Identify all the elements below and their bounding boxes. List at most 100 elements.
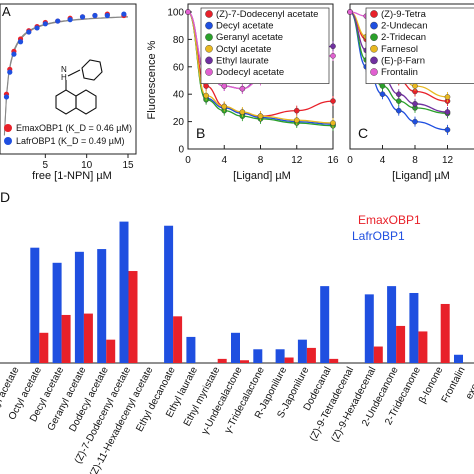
- legend-marker: [370, 21, 378, 30]
- legend-marker: [205, 10, 213, 18]
- legend-box: [200, 7, 330, 84]
- series-point: [379, 83, 386, 89]
- series-point: [221, 83, 228, 89]
- legend-label: Decyl acetate: [216, 21, 274, 32]
- series-point: [239, 85, 246, 92]
- series-point: [412, 118, 418, 125]
- series-point: [257, 113, 264, 119]
- x-tick-label: 8: [412, 155, 418, 166]
- panel-a-point: [79, 14, 86, 20]
- x-tick-label: 16: [327, 155, 339, 166]
- legend-label: Geranyl acetate: [216, 32, 283, 43]
- y-tick-label: 80: [173, 35, 185, 46]
- legend-marker: [205, 45, 213, 53]
- panel-letter-a: A: [2, 4, 11, 19]
- legend-label-lafr-a: LafrOBP1 (K_D = 0.49 µM): [16, 136, 124, 146]
- y-tick-label: 60: [173, 62, 185, 73]
- series-point: [221, 103, 228, 110]
- panel-c-x-ticks: 0 4 8 12: [347, 145, 453, 166]
- legend-marker-lafr-a: [4, 137, 12, 145]
- series-point: [330, 53, 336, 59]
- series-point: [293, 117, 300, 124]
- series-point: [330, 43, 336, 50]
- panel-a-point: [11, 51, 17, 57]
- legend-marker: [370, 45, 378, 53]
- panel-a-point: [26, 29, 32, 35]
- panel-a-x-tick-label: 10: [81, 160, 93, 171]
- series-point: [395, 107, 402, 114]
- bar-lafrobp1: [275, 349, 285, 363]
- bar-emaxobp1: [306, 347, 316, 363]
- legend-box: [365, 7, 474, 84]
- panel-a-x-label: free [1-NPN] µM: [32, 170, 112, 182]
- bar-lafrobp1: [320, 286, 330, 363]
- legend-marker: [370, 68, 378, 76]
- series-point: [330, 120, 336, 126]
- series-point: [395, 98, 402, 104]
- y-tick-label: 40: [173, 90, 185, 101]
- panel-b-y-label: Fluorescence %: [146, 40, 158, 119]
- panel-letter-c: C: [358, 125, 368, 141]
- series-point: [330, 98, 336, 104]
- panel-letter-b: B: [196, 125, 205, 141]
- series-point: [395, 91, 402, 97]
- panel-a-legend: EmaxOBP1 (K_D = 0.46 µM) LafrOBP1 (K_D =…: [4, 123, 132, 146]
- bar-emaxobp1: [373, 346, 383, 363]
- legend-label: 2-Tridecan: [381, 32, 426, 43]
- legend-label: (E)-β-Farn: [381, 55, 425, 66]
- bar-emaxobp1: [440, 303, 450, 363]
- bar-lafrobp1: [97, 249, 107, 363]
- panel-a: 5 10 15 free [1-NPN] µM H N EmaxOBP1 (K_D …: [0, 3, 137, 182]
- bar-emaxobp1: [217, 358, 227, 363]
- legend-marker: [205, 68, 213, 76]
- panel-a-points: [3, 11, 127, 100]
- series-point: [293, 107, 300, 114]
- legend-label: Frontalin: [381, 67, 418, 78]
- bar-emaxobp1: [396, 325, 406, 363]
- legend-marker: [370, 10, 378, 18]
- series-point: [379, 91, 386, 97]
- bar-lafrobp1: [253, 349, 263, 363]
- series-point: [203, 83, 209, 89]
- bar-emaxobp1: [61, 314, 71, 363]
- series-point: [444, 109, 451, 115]
- legend-label-emax-a: EmaxOBP1 (K_D = 0.46 µM): [16, 123, 132, 133]
- legend-label: Ethyl laurate: [216, 55, 269, 66]
- bar-lafrobp1: [74, 251, 84, 363]
- bar-lafrobp1: [186, 336, 196, 363]
- panel-a-frame: [0, 3, 137, 155]
- legend-label: Farnesol: [381, 44, 418, 55]
- legend-marker-emax-a: [4, 124, 12, 132]
- bar-lafrobp1: [30, 247, 40, 363]
- npn-n-label: N: [61, 65, 67, 74]
- npn-nh-label: H: [61, 73, 67, 82]
- panel-a-point: [7, 69, 13, 75]
- panel-a-point: [104, 12, 110, 19]
- series-point: [185, 9, 191, 15]
- legend-marker: [205, 56, 213, 65]
- y-tick-label: 0: [178, 145, 184, 156]
- bar-emaxobp1: [173, 316, 183, 363]
- bar-emaxobp1: [39, 332, 49, 363]
- bar-lafrobp1: [52, 262, 62, 363]
- legend-label: Dodecyl acetate: [216, 67, 284, 78]
- x-tick-label: 8: [258, 155, 264, 166]
- bar-emaxobp1: [106, 339, 116, 363]
- series-point: [239, 109, 246, 115]
- panel-a-point: [42, 21, 48, 27]
- series-point: [412, 100, 418, 107]
- panel-a-point: [67, 17, 73, 23]
- x-tick-label: 4: [221, 155, 227, 166]
- x-tick-label: 4: [380, 155, 386, 166]
- bar-emaxobp1: [83, 313, 93, 363]
- bar-lafrobp1: [231, 332, 240, 363]
- bar-emaxobp1: [240, 360, 249, 363]
- bar-emaxobp1: [418, 331, 428, 363]
- legend-marker: [370, 56, 378, 65]
- bar-emaxobp1: [329, 358, 339, 363]
- legend-label-emax-d: EmaxOBP1: [358, 213, 421, 227]
- panel-b: Fluorescence % 0 20 40 60 80 100 0 4 8 12 16 [Lig…: [146, 3, 339, 182]
- panel-c-x-label: [Ligand] µM: [392, 170, 450, 182]
- panel-a-x-ticks: 5 10 15: [43, 154, 134, 171]
